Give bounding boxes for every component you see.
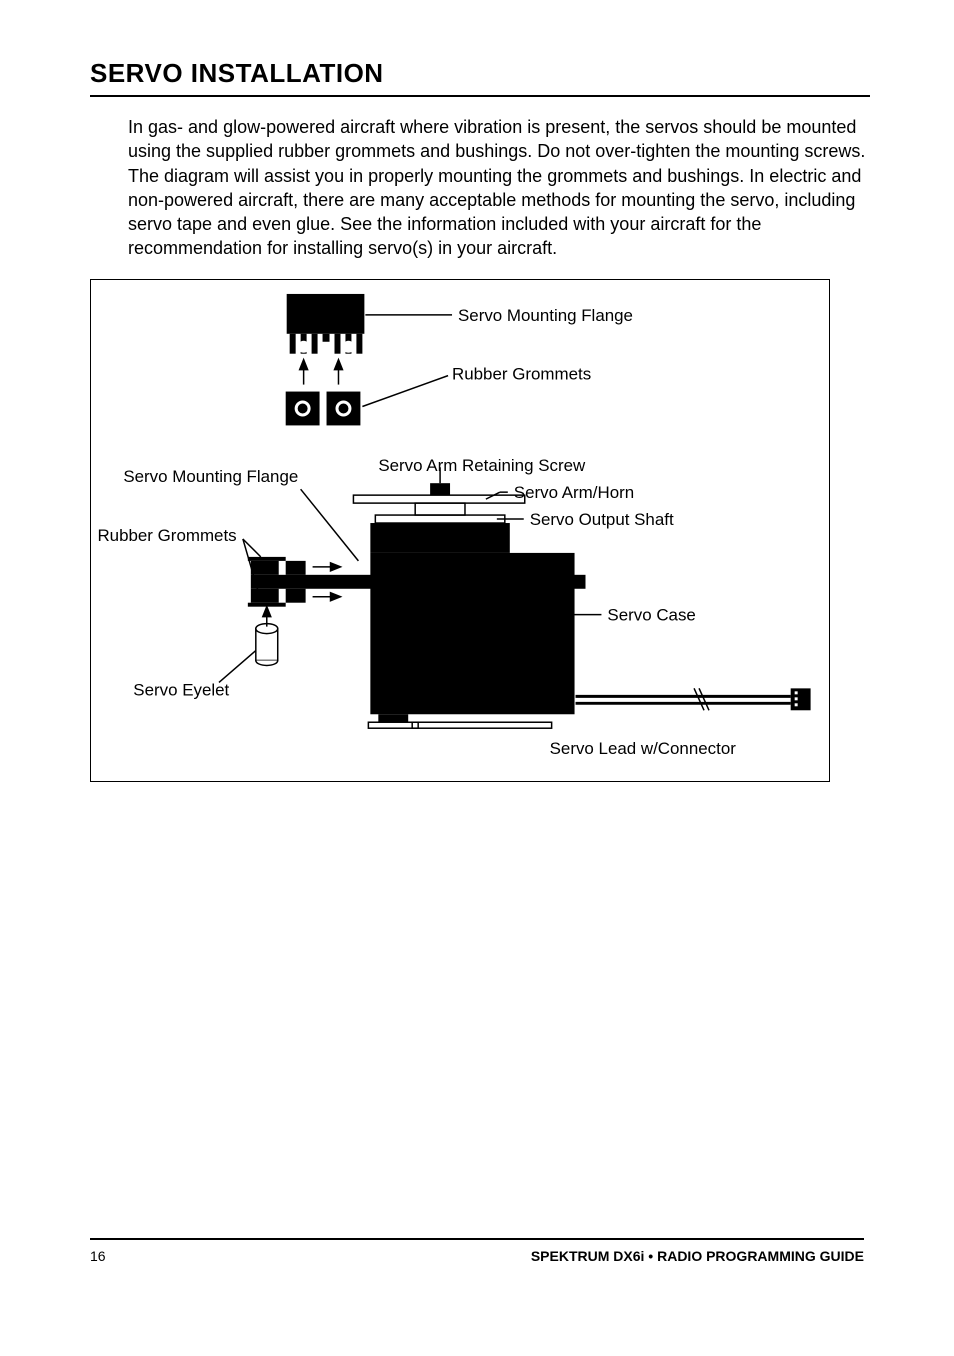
label-eyelet: Servo Eyelet [133, 680, 229, 699]
page-number: 16 [90, 1248, 106, 1264]
label-retaining-screw: Servo Arm Retaining Screw [378, 456, 586, 475]
section-title: SERVO INSTALLATION [90, 58, 870, 97]
label-top-flange: Servo Mounting Flange [458, 306, 633, 325]
label-top-grommets: Rubber Grommets [452, 364, 591, 383]
label-output-shaft: Servo Output Shaft [530, 510, 674, 529]
body-paragraph: In gas- and glow-powered aircraft where … [128, 115, 870, 261]
label-side-flange: Servo Mounting Flange [123, 467, 298, 486]
label-case: Servo Case [607, 605, 695, 624]
page-footer: 16 SPEKTRUM DX6i • RADIO PROGRAMMING GUI… [90, 1238, 864, 1264]
servo-diagram: Servo Mounting Flange Rubber Grommets [90, 279, 830, 782]
label-lead: Servo Lead w/Connector [550, 739, 737, 758]
footer-guide: SPEKTRUM DX6i • RADIO PROGRAMMING GUIDE [531, 1248, 864, 1264]
label-side-grommets: Rubber Grommets [97, 526, 236, 545]
label-arm-horn: Servo Arm/Horn [514, 483, 634, 502]
